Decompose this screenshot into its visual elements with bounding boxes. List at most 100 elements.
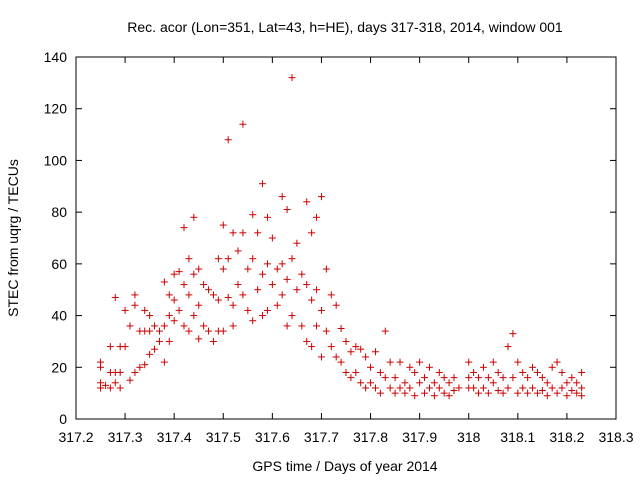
data-point [332,301,340,309]
data-point [313,286,321,294]
data-point [239,291,247,299]
y-tick-label: 0 [59,411,67,427]
data-point [347,374,355,382]
x-tick-label: 318.1 [500,429,535,445]
data-point [121,343,129,351]
data-point [489,379,497,387]
data-point [155,337,163,345]
data-point [553,358,561,366]
data-point [175,268,183,276]
data-point [538,387,546,395]
data-point [293,239,301,247]
data-point [352,343,360,351]
y-axis-label: STEC from uqrg / TECUs [5,159,21,317]
data-point [116,368,124,376]
data-point [406,363,414,371]
data-point [406,384,414,392]
data-point [524,389,532,397]
data-point [362,384,370,392]
data-point [411,392,419,400]
data-point [185,255,193,263]
data-point [425,384,433,392]
data-point [298,322,306,330]
data-point [224,255,232,263]
data-point [273,265,281,273]
data-point [111,293,119,301]
plot-border [75,56,617,420]
data-point [430,379,438,387]
data-point [283,206,291,214]
data-point [219,221,227,229]
data-point [308,343,316,351]
data-point [259,270,267,278]
x-tick-label: 317.8 [353,429,388,445]
data-point [425,363,433,371]
data-point [563,392,571,400]
data-point [367,363,375,371]
data-point [435,368,443,376]
data-point [185,327,193,335]
data-point [538,374,546,382]
data-point [239,229,247,237]
data-point [229,322,237,330]
data-point [151,322,159,330]
data-point [111,379,119,387]
data-point [116,384,124,392]
data-point [160,358,168,366]
data-point [475,374,483,382]
data-point [126,322,134,330]
data-point [327,291,335,299]
x-tick-label: 317.3 [108,429,143,445]
data-point [519,368,527,376]
y-tick-label: 20 [51,359,67,375]
data-point [470,384,478,392]
data-point [533,368,541,376]
data-point [97,363,105,371]
data-point [160,278,168,286]
data-point [450,374,458,382]
data-point [494,368,502,376]
x-axis-label: GPS time / Days of year 2014 [252,458,437,474]
data-point [529,363,537,371]
data-point [263,306,271,314]
data-point [509,330,517,338]
data-point [303,337,311,345]
data-point [190,213,198,221]
data-point [558,384,566,392]
data-point [558,368,566,376]
data-point [303,281,311,289]
data-point [367,379,375,387]
data-point [430,392,438,400]
data-point [146,327,154,335]
data-point [553,389,561,397]
data-point [347,348,355,356]
data-point [391,389,399,397]
x-axis: 317.2 317.3 317.4 317.5 317.6 317.7 317.8 317.9… [58,57,634,445]
data-point [435,384,443,392]
data-point [209,291,217,299]
data-point [195,265,203,273]
data-point [185,291,193,299]
data-point [396,358,404,366]
data-point [573,389,581,397]
data-point [190,270,198,278]
data-point [244,265,252,273]
data-point [337,358,345,366]
data-point [288,255,296,263]
data-point [180,322,188,330]
data-point [578,368,586,376]
data-point [421,389,429,397]
data-series-stec [97,74,586,400]
x-tick-label: 317.7 [304,429,339,445]
data-point [190,312,198,320]
data-point [209,337,217,345]
data-point [504,343,512,351]
data-point [479,363,487,371]
data-point [136,363,144,371]
chart-title: Rec. acor (Lon=351, Lat=43, h=HE), days … [127,19,563,35]
data-point [568,387,576,395]
data-point [254,286,262,294]
data-point [268,281,276,289]
data-point [234,247,242,255]
data-point [362,353,370,361]
